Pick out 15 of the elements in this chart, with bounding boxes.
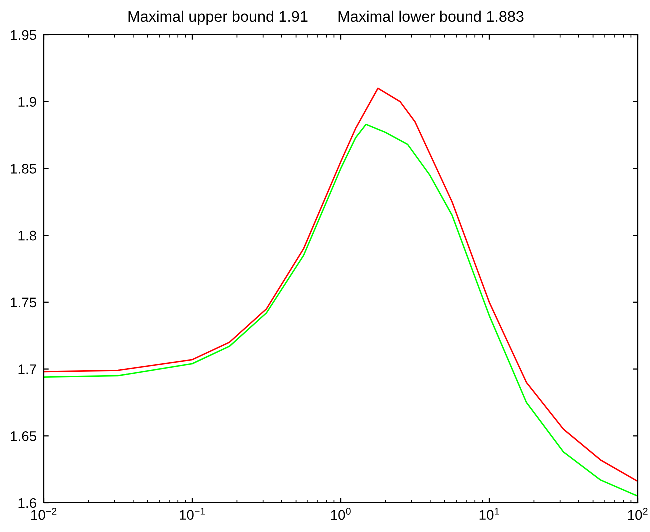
x-tick-label: 10$^{−2}$ (32, 508, 57, 520)
y-tick-label: 1.95 (11, 30, 36, 40)
y-tick-label: 1.75 (11, 298, 36, 308)
y-tick-label: 1.85 (11, 164, 36, 174)
x-tick-label: 10$^{1}$ (480, 508, 500, 520)
chart-subtitle: Maximal lower bound 1.883 (338, 10, 524, 22)
y-tick-label: 1.9 (18, 97, 36, 108)
x-tick-label: 10$^{−1}$ (180, 508, 206, 520)
y-tick-label: 1.65 (11, 431, 36, 442)
y-tick-label: 1.7 (18, 364, 36, 374)
x-tick-label: 10$^{0}$ (331, 508, 351, 520)
y-tick-label: 1.6 (18, 498, 36, 508)
x-tick-label: 10$^{2}$ (628, 508, 648, 520)
y-tick-label: 1.8 (18, 230, 36, 241)
chart-title: Maximal upper bound 1.91 (128, 10, 308, 26)
